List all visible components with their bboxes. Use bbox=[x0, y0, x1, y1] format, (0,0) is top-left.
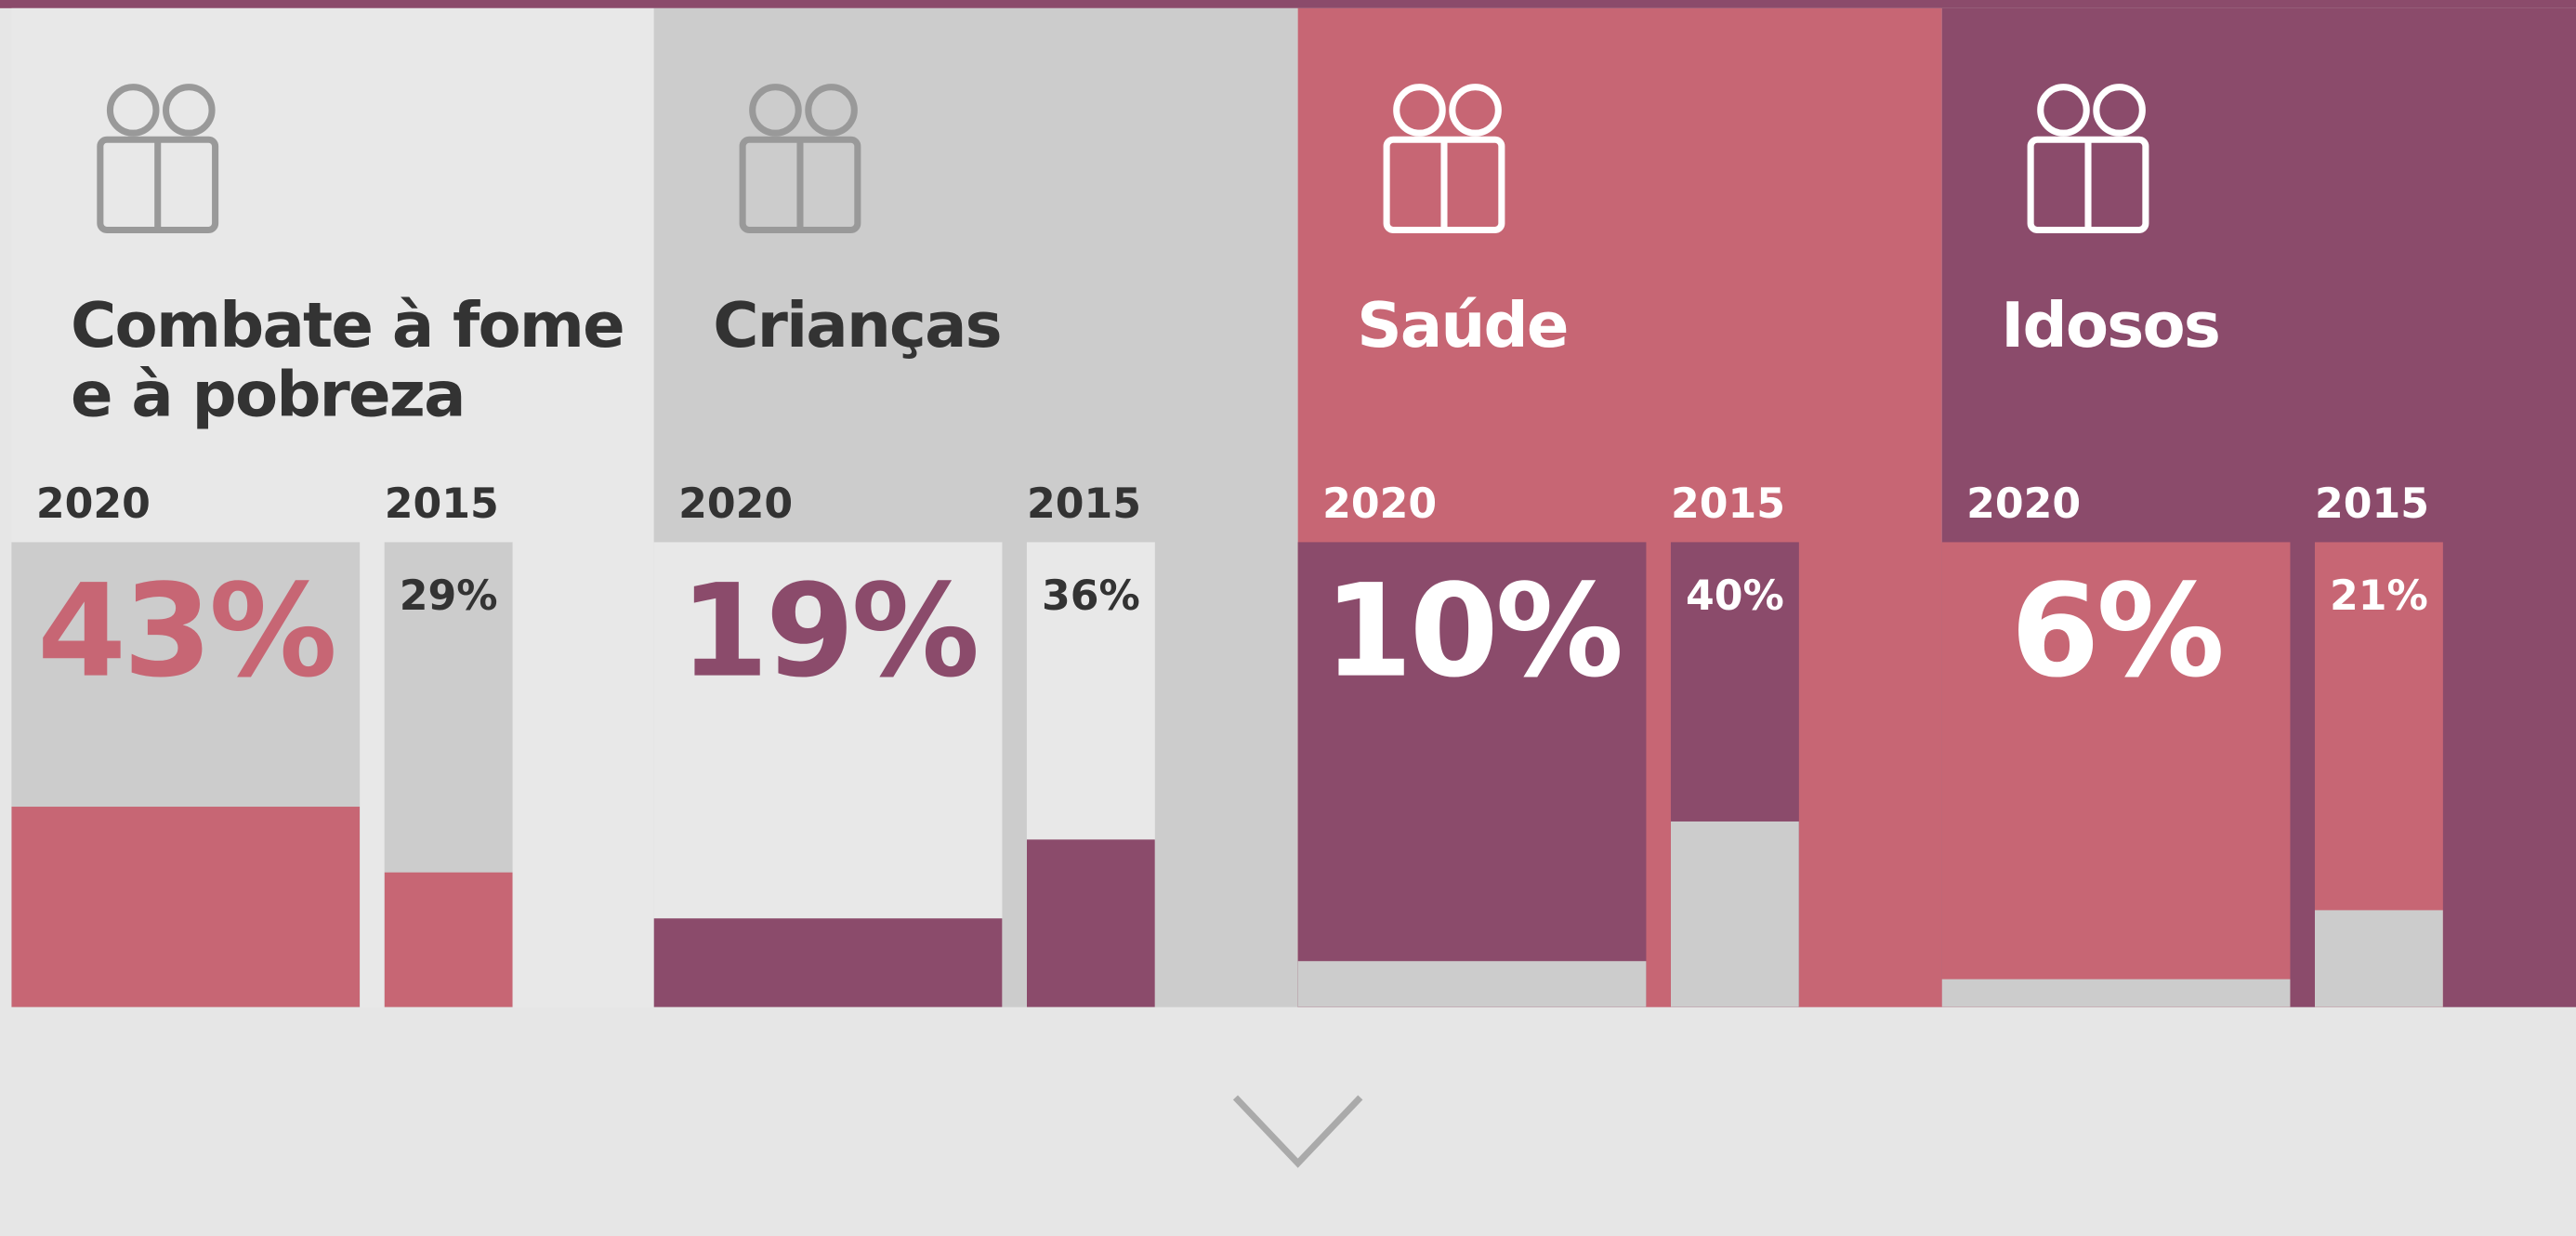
bar-track: 29% bbox=[384, 542, 513, 1007]
category-panel: Crianças 2020 19% 2015 36% bbox=[653, 7, 1298, 1007]
bar bbox=[653, 918, 1003, 1007]
year-label: 2015 bbox=[1670, 480, 1785, 528]
bar-track: 40% bbox=[1670, 542, 1799, 1007]
value-label: 21% bbox=[2330, 572, 2428, 620]
year-label: 2015 bbox=[1026, 480, 1141, 528]
panel-title: Combate à fome e à pobreza bbox=[71, 289, 625, 431]
category-panel: Saúde 2020 10% 2015 40% bbox=[1297, 7, 1942, 1007]
bar-track: 21% bbox=[2314, 542, 2443, 1007]
bar bbox=[1941, 979, 2291, 1007]
year-label: 2020 bbox=[1322, 480, 1438, 528]
value-label: 10% bbox=[1323, 559, 1623, 707]
category-panel: Idosos 2020 6% 2015 21% bbox=[1941, 7, 2576, 1007]
scroll-chevron[interactable] bbox=[1232, 1094, 1367, 1169]
bar-track: 10% bbox=[1297, 542, 1647, 1007]
bar bbox=[1297, 960, 1647, 1007]
bar-track: 36% bbox=[1026, 542, 1155, 1007]
category-icon bbox=[97, 84, 219, 234]
bar bbox=[1026, 839, 1155, 1007]
panel-title: Idosos bbox=[2001, 289, 2221, 362]
category-icon bbox=[739, 84, 861, 234]
value-label: 40% bbox=[1686, 572, 1784, 620]
category-icon bbox=[2027, 84, 2149, 234]
value-label: 43% bbox=[37, 559, 337, 707]
bar bbox=[2314, 909, 2443, 1007]
panel-title: Saúde bbox=[1357, 289, 1569, 362]
value-label: 29% bbox=[399, 572, 498, 620]
category-icon bbox=[1383, 84, 1505, 234]
value-label: 36% bbox=[1041, 572, 1140, 620]
bar bbox=[384, 872, 513, 1007]
bar bbox=[1670, 821, 1799, 1007]
year-label: 2015 bbox=[384, 480, 499, 528]
category-panel: Combate à fome e à pobreza 2020 43% 2015 29% bbox=[11, 7, 654, 1007]
bar bbox=[11, 807, 361, 1007]
top-strip bbox=[0, 0, 2576, 8]
year-label: 2020 bbox=[1966, 480, 2082, 528]
value-label: 6% bbox=[2010, 559, 2226, 707]
year-label: 2015 bbox=[2314, 480, 2430, 528]
value-label: 19% bbox=[679, 559, 979, 707]
bar-track: 19% bbox=[653, 542, 1003, 1007]
year-label: 2020 bbox=[35, 480, 151, 528]
year-label: 2020 bbox=[678, 480, 794, 528]
bar-track: 6% bbox=[1941, 542, 2291, 1007]
bar-track: 43% bbox=[11, 542, 361, 1007]
panel-title: Crianças bbox=[713, 289, 1002, 362]
